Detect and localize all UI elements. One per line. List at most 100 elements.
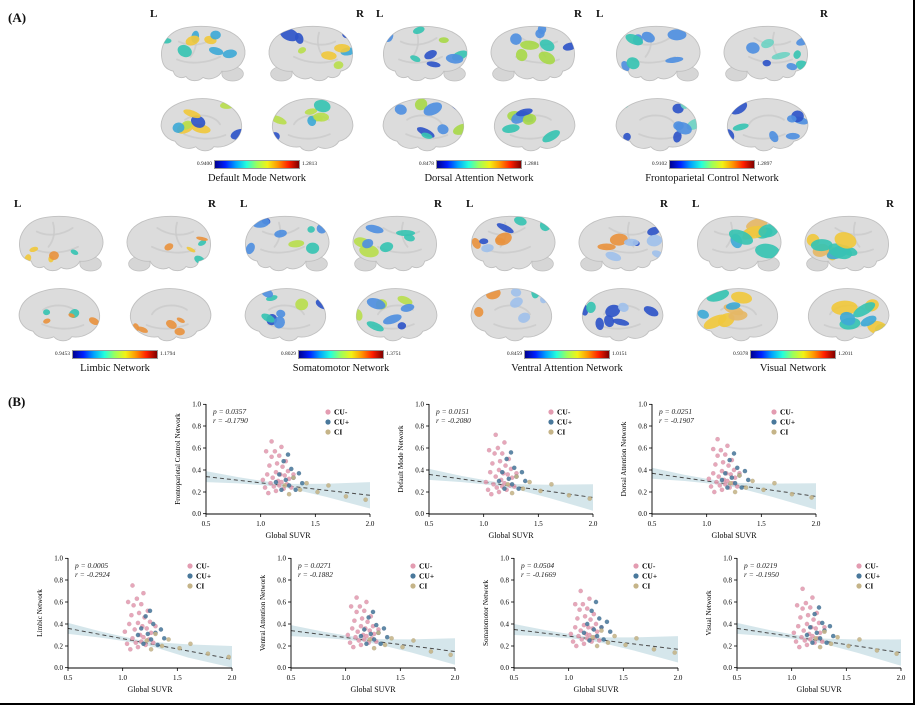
legend-label-cu_minus: CU- (419, 562, 433, 571)
data-point-cu_plus (581, 630, 587, 636)
brain-render (151, 92, 255, 167)
data-point-ci (857, 637, 862, 642)
brain-medial-view (244, 288, 327, 342)
brain-render (481, 92, 585, 167)
data-point-ci (538, 488, 543, 494)
data-point-cu_minus (124, 641, 130, 647)
brain-lateral-view (490, 25, 575, 82)
data-point-cu_minus (280, 464, 285, 470)
confidence-band (429, 468, 593, 511)
y-tick-label: 1.0 (415, 401, 424, 409)
data-point-cu_minus (483, 479, 489, 485)
y-tick-label: 0.2 (415, 488, 424, 496)
x-tick-label: 1.0 (787, 674, 796, 682)
data-point-cu_minus (715, 453, 720, 459)
p-value-label: p = 0.0005 (74, 561, 108, 570)
legend-label-cu_minus: CU- (780, 408, 794, 417)
x-tick-label: 1.5 (842, 674, 851, 682)
data-point-cu_minus (711, 489, 717, 495)
data-point-ci (166, 637, 171, 642)
data-point-cu_plus (589, 608, 594, 614)
y-tick-label: 0.4 (54, 620, 63, 628)
network-group: L R 0.8478 1.2881 Dorsal Attention Network (368, 8, 590, 190)
legend-marker-cu_plus (187, 573, 193, 579)
scatter-plot: 0.5 1.0 1.5 2.0 0.0 0.2 0.4 0.6 0.8 1.0 Global SUV… (478, 550, 683, 703)
data-point-cu_minus (492, 451, 497, 456)
colorbar-max-value: 1.2011 (838, 350, 854, 357)
colorbar-max-value: 1.2881 (524, 160, 540, 167)
x-tick-label: 1.5 (173, 674, 182, 682)
data-point-cu_minus (131, 602, 136, 608)
network-group: L R 0.9400 1.2813 Default Mode Network (142, 8, 372, 190)
data-point-cu_minus (582, 613, 588, 619)
data-point-cu_minus (811, 617, 816, 622)
y-tick-label: 1.0 (500, 555, 509, 563)
y-tick-label: 0.0 (500, 664, 509, 672)
data-point-cu_minus (725, 443, 730, 449)
legend-marker-cu_minus (856, 563, 862, 569)
colorbar-min-value: 0.8478 (418, 160, 434, 167)
data-point-cu_plus (816, 605, 822, 610)
y-axis-label: Default Mode Network (397, 425, 405, 492)
data-point-cu_minus (568, 631, 574, 637)
data-point-cu_minus (731, 467, 737, 473)
brain-medial-view (18, 288, 101, 342)
data-point-cu_minus (722, 452, 728, 457)
data-point-cu_plus (731, 451, 737, 456)
data-point-cu_minus (572, 601, 578, 607)
data-point-cu_minus (361, 608, 367, 614)
x-tick-label: 0.5 (510, 674, 519, 682)
x-axis-label: Global SUVR (711, 531, 757, 540)
data-point-ci (846, 643, 851, 649)
data-point-ci (282, 483, 288, 488)
data-point-cu_minus (361, 637, 367, 642)
colorbar-row: 0.9378 1.2011 (684, 350, 902, 359)
legend-marker-cu_plus (771, 419, 777, 425)
data-point-cu_minus (803, 600, 809, 606)
scatter-plot: 0.5 1.0 1.5 2.0 0.0 0.2 0.4 0.6 0.8 1.0 Global SUV… (701, 550, 906, 703)
data-point-ci (732, 489, 738, 495)
network-caption: Ventral Attention Network (511, 363, 623, 374)
data-point-ci (590, 634, 596, 640)
data-point-cu_minus (578, 628, 584, 633)
data-point-ci (382, 642, 388, 648)
colorbar (72, 350, 158, 359)
data-point-cu_minus (282, 473, 288, 478)
y-tick-label: 0.4 (638, 466, 647, 474)
brain-render (259, 92, 363, 167)
data-point-cu_minus (805, 612, 811, 618)
data-point-cu_minus (801, 628, 807, 633)
data-point-cu_plus (296, 470, 302, 476)
data-point-cu_plus (587, 638, 592, 643)
data-point-cu_minus (715, 436, 720, 442)
brain-medial-view (470, 288, 553, 342)
data-point-cu_plus (299, 480, 305, 486)
data-point-ci (514, 474, 519, 479)
colorbar (214, 160, 300, 169)
data-point-cu_minus (577, 607, 582, 613)
network-group: L R 0.9378 1.2011 Visual Network (684, 198, 902, 380)
legend-label-cu_minus: CU- (557, 408, 571, 417)
legend-label-ci: CI (557, 428, 565, 437)
brain-medial-view (726, 98, 809, 152)
data-point-ci (874, 648, 880, 653)
colorbar-min-value: 0.9453 (54, 350, 70, 357)
brain-medial-view (493, 98, 576, 152)
x-tick-label: 0.5 (64, 674, 73, 682)
p-value-label: p = 0.0251 (658, 407, 692, 416)
x-tick-label: 1.0 (479, 520, 488, 528)
brain-render (461, 282, 565, 357)
brain-lateral-view (578, 215, 663, 272)
legend-label-ci: CI (196, 582, 204, 591)
brain-render (343, 210, 447, 285)
y-tick-label: 0.6 (192, 444, 201, 452)
hemisphere-right-label: R (820, 8, 828, 20)
colorbar-row: 0.8029 1.3751 (232, 350, 450, 359)
data-point-cu_plus (604, 619, 610, 625)
legend-label-cu_plus: CU+ (334, 418, 349, 427)
data-point-cu_minus (264, 472, 270, 477)
data-point-ci (291, 475, 296, 481)
data-point-cu_minus (132, 627, 138, 632)
y-tick-label: 0.2 (723, 642, 732, 650)
